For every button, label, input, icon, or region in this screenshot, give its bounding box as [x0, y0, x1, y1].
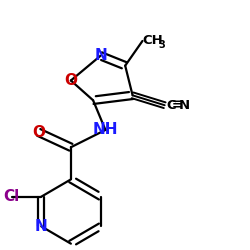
Text: ≡: ≡ — [172, 99, 182, 112]
Text: C: C — [166, 99, 175, 112]
Text: N: N — [178, 99, 190, 112]
Text: O: O — [64, 73, 78, 88]
Text: NH: NH — [93, 122, 118, 138]
Text: N: N — [94, 48, 107, 63]
Text: CH: CH — [142, 34, 163, 48]
Text: N: N — [35, 219, 48, 234]
Text: O: O — [32, 125, 45, 140]
Text: 3: 3 — [158, 40, 165, 50]
Text: Cl: Cl — [4, 189, 20, 204]
